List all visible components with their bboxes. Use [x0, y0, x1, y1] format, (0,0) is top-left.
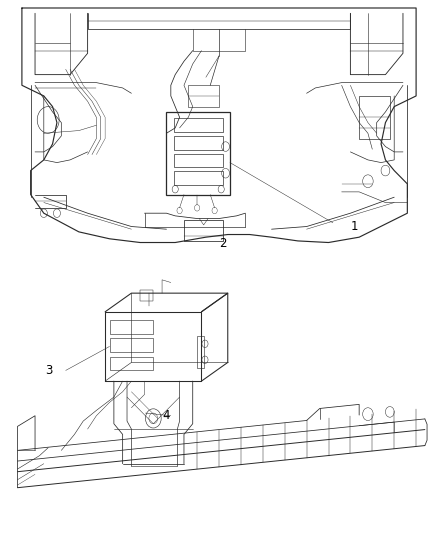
Bar	[359, 96, 390, 139]
Bar	[110, 338, 153, 352]
Bar	[140, 290, 153, 301]
Text: 3: 3	[45, 364, 53, 377]
Bar	[174, 118, 223, 132]
Bar	[166, 112, 230, 195]
Bar	[174, 136, 223, 150]
Bar	[110, 357, 153, 370]
Bar	[174, 171, 223, 185]
Text: 1: 1	[350, 220, 358, 233]
Bar	[184, 220, 223, 241]
Bar	[197, 336, 204, 368]
Bar	[110, 320, 153, 334]
Bar	[188, 85, 219, 107]
Text: 2: 2	[219, 237, 226, 250]
Text: 4: 4	[162, 409, 170, 422]
Bar	[174, 154, 223, 167]
